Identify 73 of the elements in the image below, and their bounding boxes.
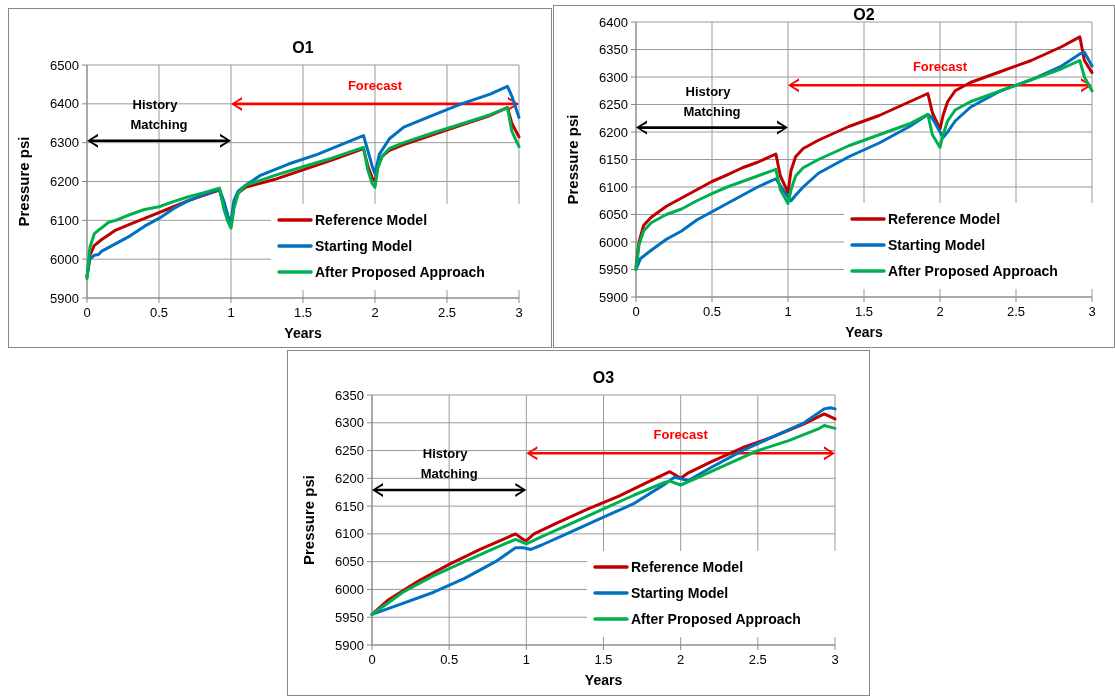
x-tick-label: 3 [515,305,523,320]
annotation: Forecast [653,427,709,443]
x-tick-label: 1.5 [854,304,874,319]
y-tick-label: 5900 [335,637,364,653]
x-tick-label: 1.5 [594,652,613,667]
x-tick-label: 2.5 [1006,304,1026,319]
legend-label: After Proposed Approach [631,610,801,627]
x-tick-label: 0 [83,305,91,320]
legend-label: Starting Model [631,584,729,601]
legend-label: After Proposed Approach [888,262,1058,279]
x-tick-label: 1 [227,305,235,320]
y-axis-title: Pressure psi [300,474,317,566]
x-tick-label: 2.5 [748,652,767,667]
chart-title: O3 [592,369,615,386]
legend-label: Starting Model [888,236,986,253]
y-tick-label: 5900 [599,289,628,305]
y-tick-label: 6200 [50,174,79,190]
y-tick-label: 6000 [50,251,79,267]
y-tick-label: 6350 [335,387,364,403]
x-tick-label: 1.5 [293,305,313,320]
x-axis-title: Years [284,325,322,341]
y-tick-label: 6150 [335,498,364,514]
y-tick-label: 5900 [50,290,79,306]
x-tick-label: 0.5 [149,305,169,320]
legend-label: Reference Model [315,211,428,228]
y-tick-label: 5950 [335,609,364,625]
y-tick-label: 6250 [335,443,364,459]
chart-title: O1 [292,39,314,56]
y-tick-label: 6400 [50,96,79,112]
y-tick-label: 6300 [599,69,628,85]
x-tick-label: 2.5 [437,305,457,320]
y-tick-label: 6500 [50,57,79,73]
y-tick-label: 6250 [599,97,628,113]
y-tick-label: 6000 [599,234,628,250]
y-tick-label: 6300 [335,415,364,431]
annotation: History Matching [683,83,741,119]
y-tick-label: 6100 [599,179,628,195]
annotation: Forecast [347,77,403,93]
x-tick-label: 2 [677,652,685,667]
legend-label: Starting Model [315,237,413,254]
x-tick-label: 3 [831,652,839,667]
y-tick-label: 5950 [599,262,628,278]
y-tick-label: 6350 [599,42,628,58]
x-tick-label: 2 [371,305,379,320]
y-tick-label: 6300 [50,135,79,151]
y-axis-title: Pressure psi [15,136,32,227]
y-tick-label: 6400 [599,14,628,30]
y-tick-label: 6050 [335,554,364,570]
annotation: Forecast [912,59,968,75]
y-tick-label: 6150 [599,152,628,168]
x-axis-title: Years [845,324,883,340]
x-tick-label: 0 [368,652,376,667]
chart-title: O2 [853,6,875,23]
y-tick-label: 6100 [50,212,79,228]
legend-label: Reference Model [888,210,1001,227]
y-axis-title: Pressure psi [564,114,581,205]
legend-label: After Proposed Approach [315,263,485,280]
annotation: History Matching [420,446,478,481]
x-tick-label: 0 [632,304,640,319]
x-tick-label: 0.5 [440,652,459,667]
x-tick-label: 1 [522,652,530,667]
y-tick-label: 6200 [599,124,628,140]
annotation: History Matching [130,96,188,132]
y-tick-label: 6050 [599,207,628,223]
x-axis-title: Years [584,672,623,688]
x-tick-label: 3 [1088,304,1096,319]
x-tick-label: 2 [936,304,944,319]
legend-label: Reference Model [631,558,744,575]
x-tick-label: 0.5 [702,304,722,319]
y-tick-label: 6100 [335,526,364,542]
y-tick-label: 6200 [335,470,364,486]
y-tick-label: 6000 [335,581,364,597]
x-tick-label: 1 [784,304,792,319]
